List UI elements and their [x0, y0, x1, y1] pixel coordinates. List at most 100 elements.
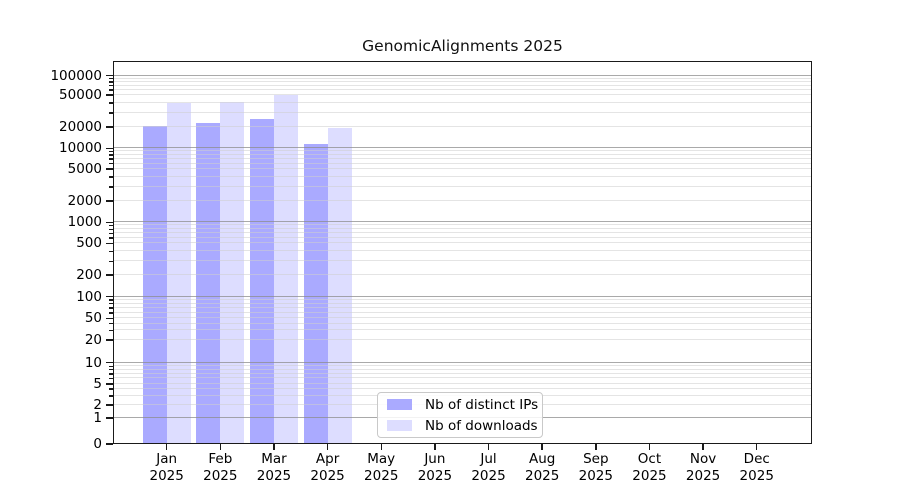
y-axis-minor-tick: [109, 250, 113, 252]
y-axis-minor-tick: [109, 395, 113, 397]
x-axis-tick: [219, 444, 221, 450]
gridline-minor: [114, 153, 811, 155]
y-axis-tick: [106, 404, 113, 406]
x-tick-label-line: 2025: [256, 468, 292, 484]
y-tick-label: 10: [84, 354, 102, 371]
gridline-minor: [114, 311, 811, 313]
y-axis-minor-tick: [109, 163, 113, 165]
y-axis-minor-tick: [109, 78, 113, 80]
y-axis-minor-tick: [109, 85, 113, 87]
y-axis-minor-tick: [109, 377, 113, 380]
gridline-minor: [114, 157, 811, 159]
x-axis-tick: [434, 444, 436, 450]
y-axis-minor-tick: [109, 112, 113, 114]
y-tick-label: 2: [93, 396, 102, 413]
x-tick-label-feb: Feb 2025: [192, 451, 248, 485]
gridline-minor: [114, 224, 811, 226]
y-axis-minor-tick: [109, 307, 113, 309]
y-axis-minor-tick: [109, 388, 113, 390]
gridline-minor: [114, 368, 811, 370]
y-axis-minor-tick: [109, 323, 113, 325]
x-tick-label-line: 2025: [471, 468, 506, 484]
gridline-minor: [114, 274, 811, 276]
y-tick-label: 50000: [59, 87, 102, 104]
x-axis-tick: [756, 444, 758, 450]
x-tick-label-mar: Mar 2025: [246, 451, 302, 485]
x-axis-tick: [380, 444, 382, 450]
y-axis-tick: [106, 317, 113, 320]
y-axis-tick: [106, 126, 113, 128]
x-tick-label-jun: Jun 2025: [407, 451, 463, 485]
gridline-minor: [114, 298, 811, 300]
x-tick-label-apr: Apr 2025: [300, 451, 356, 485]
x-tick-label-line: Jan: [156, 451, 178, 467]
x-tick-label-jan: Jan 2025: [139, 451, 195, 485]
gridline-minor: [114, 232, 811, 234]
plot-area: [113, 61, 812, 444]
y-axis-tick: [106, 147, 113, 149]
gridline-minor: [114, 388, 811, 389]
x-tick-label-line: 2025: [364, 468, 399, 484]
gridline-minor: [114, 94, 811, 96]
x-tick-label-line: Oct: [637, 451, 662, 467]
y-tick-label: 200: [76, 267, 102, 284]
bar-downloads-feb: [220, 101, 245, 443]
y-axis-minor-tick: [109, 299, 113, 301]
x-tick-label-line: Apr: [315, 451, 340, 467]
x-tick-label-line: 2025: [524, 468, 560, 484]
bar-downloads-apr: [327, 128, 352, 443]
bar-downloads-mar: [273, 94, 298, 443]
legend-label-distinct-ips: Nb of distinct IPs: [425, 396, 539, 413]
y-axis-minor-tick: [109, 89, 113, 91]
legend-entry-downloads: Nb of downloads: [378, 417, 542, 434]
y-axis-minor-tick: [109, 81, 113, 83]
y-axis-minor-tick: [109, 150, 113, 153]
gridline-minor: [114, 242, 811, 244]
x-axis-tick: [702, 444, 704, 450]
x-tick-label-oct: Oct 2025: [621, 451, 677, 485]
gridline-minor: [114, 338, 811, 340]
gridline-major: [114, 295, 811, 297]
x-tick-label-line: Jul: [480, 451, 497, 467]
y-tick-label: 0: [93, 436, 102, 452]
y-axis-minor-tick: [109, 158, 113, 160]
gridline-minor: [114, 317, 811, 319]
x-tick-label-line: Dec: [743, 451, 770, 467]
gridline-minor: [114, 185, 811, 187]
y-axis-tick: [106, 417, 113, 419]
y-axis-tick: [106, 168, 113, 170]
gridline-minor: [114, 84, 811, 86]
x-tick-label-line: 2025: [149, 468, 184, 484]
x-tick-label-line: Feb: [208, 451, 233, 467]
x-tick-label-aug: Aug 2025: [514, 451, 570, 485]
y-tick-label: 20: [84, 331, 102, 348]
y-tick-label: 1000: [67, 214, 102, 231]
y-axis-minor-tick: [109, 260, 113, 262]
y-axis-minor-tick: [109, 224, 113, 227]
legend-entry-distinct-ips: Nb of distinct IPs: [378, 396, 542, 413]
y-tick-label: 100: [76, 288, 102, 305]
y-axis-minor-tick: [109, 365, 113, 367]
y-axis-minor-tick: [109, 237, 113, 239]
bar-distinct-ips-feb: [196, 122, 221, 443]
y-tick-label: 500: [76, 235, 102, 252]
gridline-minor: [114, 260, 811, 262]
gridline-minor: [114, 162, 811, 164]
y-tick-label: 20000: [59, 118, 102, 135]
x-axis-tick: [487, 444, 490, 450]
gridline-minor: [114, 306, 811, 308]
x-tick-label-dec: Dec 2025: [729, 451, 785, 485]
gridline-major: [114, 361, 811, 363]
y-axis-tick: [106, 443, 113, 445]
legend-swatch-downloads-icon: [387, 420, 412, 431]
x-axis-tick: [648, 444, 651, 450]
y-axis-tick: [106, 94, 113, 96]
y-axis-tick: [106, 362, 113, 364]
x-tick-label-nov: Nov 2025: [675, 451, 731, 485]
legend-swatch-distinct-ips-icon: [387, 399, 412, 410]
gridline-major: [114, 221, 811, 223]
y-axis-minor-tick: [109, 329, 113, 332]
x-tick-label-line: 2025: [310, 468, 345, 484]
legend: Nb of distinct IPs Nb of downloads: [377, 392, 543, 438]
